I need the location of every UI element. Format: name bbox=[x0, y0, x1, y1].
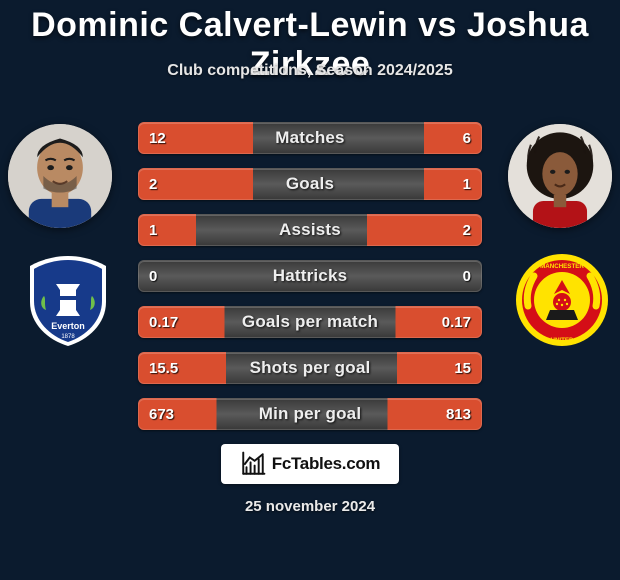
stat-label: Shots per goal bbox=[139, 353, 481, 383]
club-left-crest: Everton 1878 bbox=[18, 250, 118, 350]
stat-value-right: 813 bbox=[436, 399, 481, 429]
svg-text:Everton: Everton bbox=[51, 321, 85, 331]
stat-value-right: 6 bbox=[453, 123, 481, 153]
stat-value-left: 15.5 bbox=[139, 353, 188, 383]
stat-row: 12 6Matches bbox=[138, 122, 482, 154]
stat-value-left: 0.17 bbox=[139, 307, 188, 337]
svg-text:UNITED: UNITED bbox=[550, 337, 574, 344]
stat-value-right: 0 bbox=[453, 261, 481, 291]
stat-row: 673 813Min per goal bbox=[138, 398, 482, 430]
player-left-avatar bbox=[8, 124, 112, 228]
stat-value-left: 0 bbox=[139, 261, 167, 291]
svg-text:1878: 1878 bbox=[61, 334, 75, 340]
subtitle: Club competitions, Season 2024/2025 bbox=[0, 62, 620, 80]
stat-label: Hattricks bbox=[139, 261, 481, 291]
stat-label: Min per goal bbox=[139, 399, 481, 429]
stat-label: Assists bbox=[139, 215, 481, 245]
club-right-crest: MANCHESTER UNITED bbox=[512, 250, 612, 350]
stat-value-right: 2 bbox=[453, 215, 481, 245]
brand-logo-icon bbox=[240, 451, 266, 477]
stat-value-left: 12 bbox=[139, 123, 176, 153]
stat-row: 1 2Assists bbox=[138, 214, 482, 246]
player-right-avatar bbox=[508, 124, 612, 228]
date-label: 25 november 2024 bbox=[0, 498, 620, 515]
stat-label: Goals bbox=[139, 169, 481, 199]
stat-row: 15.5 15Shots per goal bbox=[138, 352, 482, 384]
stat-value-left: 673 bbox=[139, 399, 184, 429]
stat-value-right: 15 bbox=[444, 353, 481, 383]
stat-label: Matches bbox=[139, 123, 481, 153]
stat-value-left: 2 bbox=[139, 169, 167, 199]
stats-rows: 126Matches21Goals12Assists00Hattricks0.1… bbox=[138, 122, 482, 444]
stat-value-right: 0.17 bbox=[432, 307, 481, 337]
stat-row: 0.17 0.17Goals per match bbox=[138, 306, 482, 338]
brand-badge: FcTables.com bbox=[221, 444, 399, 484]
svg-text:MANCHESTER: MANCHESTER bbox=[540, 263, 584, 270]
brand-text: FcTables.com bbox=[272, 454, 381, 474]
stat-row: 2 1Goals bbox=[138, 168, 482, 200]
stat-value-right: 1 bbox=[453, 169, 481, 199]
stat-label: Goals per match bbox=[139, 307, 481, 337]
stat-row: 0 0Hattricks bbox=[138, 260, 482, 292]
stat-value-left: 1 bbox=[139, 215, 167, 245]
